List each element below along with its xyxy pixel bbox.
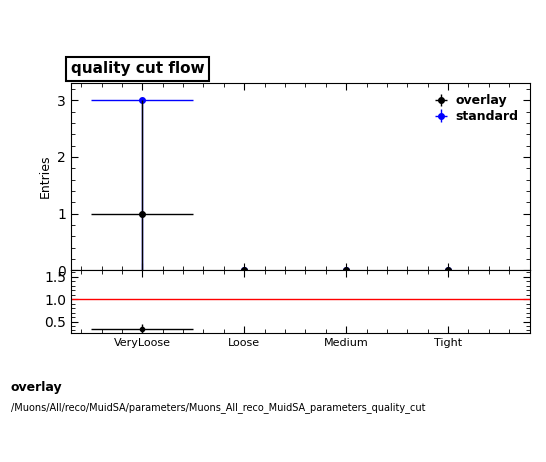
Text: quality cut flow: quality cut flow: [71, 61, 205, 76]
Y-axis label: Entries: Entries: [39, 155, 52, 199]
Text: /Muons/All/reco/MuidSA/parameters/Muons_All_reco_MuidSA_parameters_quality_cut: /Muons/All/reco/MuidSA/parameters/Muons_…: [11, 402, 425, 413]
Text: overlay: overlay: [11, 381, 63, 394]
Legend: overlay, standard: overlay, standard: [426, 90, 524, 128]
